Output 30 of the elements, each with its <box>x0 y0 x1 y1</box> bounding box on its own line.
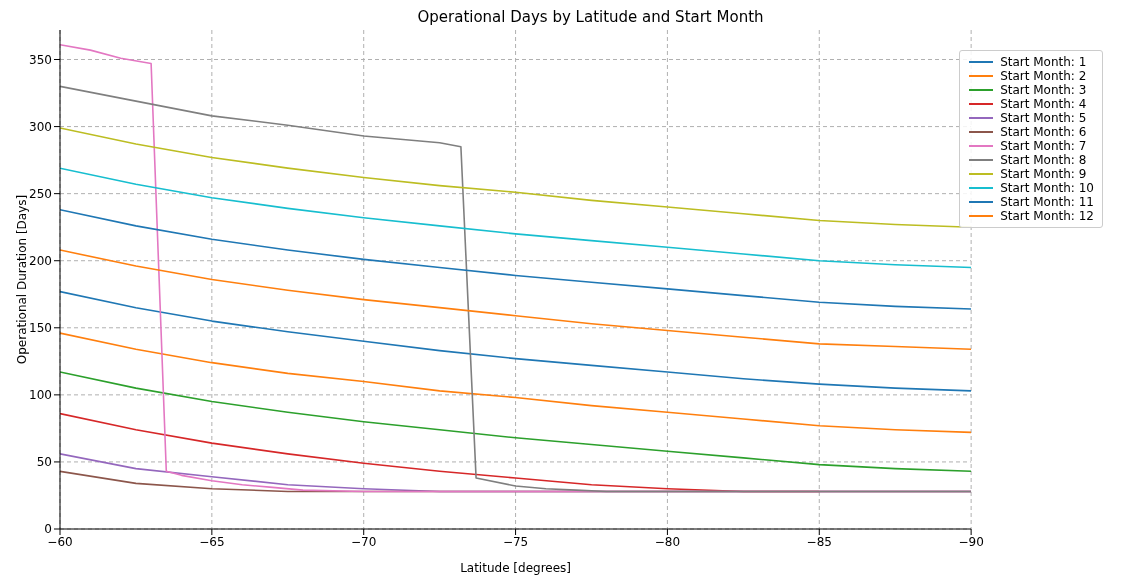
x-tick-label: −80 <box>654 534 681 549</box>
y-axis-title: Operational Duration [Days] <box>15 194 30 365</box>
legend-label: Start Month: 5 <box>1000 111 1087 125</box>
x-tick-label: −60 <box>47 534 73 549</box>
legend-label: Start Month: 1 <box>1000 55 1087 69</box>
y-tick-label: 100 <box>29 388 52 403</box>
chart-title: Operational Days by Latitude and Start Month <box>416 8 765 28</box>
legend-label: Start Month: 8 <box>1000 153 1087 167</box>
legend-label: Start Month: 6 <box>1000 125 1087 139</box>
y-tick-label: 0 <box>44 522 52 537</box>
x-tick-label: −70 <box>351 534 377 549</box>
x-tick-label: −75 <box>502 534 529 549</box>
y-tick-label: 300 <box>29 119 52 134</box>
legend-label: Start Month: 9 <box>1000 167 1087 181</box>
y-tick-label: 150 <box>29 321 52 336</box>
y-tick-label: 50 <box>36 455 52 470</box>
legend-label: Start Month: 12 <box>1000 209 1094 223</box>
y-tick-label: 250 <box>29 186 52 201</box>
x-axis-title: Latitude [degrees] <box>460 560 571 575</box>
legend-label: Start Month: 10 <box>1000 181 1094 195</box>
y-tick-label: 200 <box>29 253 52 268</box>
x-tick-label: −90 <box>958 534 984 549</box>
legend-label: Start Month: 2 <box>1000 69 1087 83</box>
x-tick-label: −85 <box>806 534 832 549</box>
legend-label: Start Month: 7 <box>1000 139 1087 153</box>
legend-label: Start Month: 11 <box>1000 195 1094 209</box>
y-tick-label: 350 <box>29 52 52 67</box>
x-tick-label: −65 <box>199 534 225 549</box>
legend-label: Start Month: 4 <box>1000 97 1087 111</box>
legend-label: Start Month: 3 <box>1000 83 1087 97</box>
